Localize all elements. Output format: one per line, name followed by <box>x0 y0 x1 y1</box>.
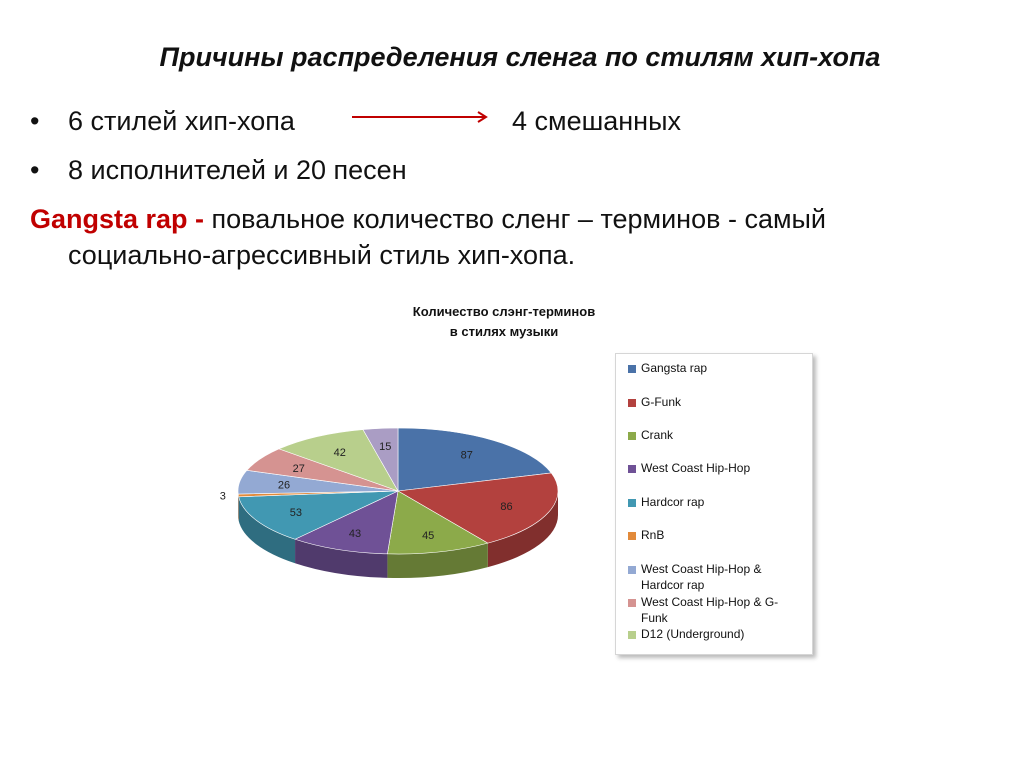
legend-item: G-Funk <box>628 394 804 410</box>
pie-slice-side-2 <box>387 543 488 578</box>
legend-label: G-Funk <box>641 395 682 409</box>
bullet-artists-text: 8 исполнителей и 20 песен <box>68 155 407 185</box>
pie-slice-side-1 <box>487 491 558 568</box>
bullet-dot: • <box>30 106 40 136</box>
legend-item: West Coast Hip-Hop & Hardcor rap <box>628 561 804 593</box>
chart-legend: Gangsta rap G-Funk Crank West Coast Hip-Ho… <box>615 353 813 655</box>
pie-slice-4 <box>238 490 399 540</box>
pie-data-label-8: 42 <box>334 447 346 459</box>
chart-title-line1: Количество слэнг-терминов <box>412 304 596 319</box>
chart-title: Количество слэнг-терминов в стилях музык… <box>380 302 628 342</box>
pie-data-label-2: 45 <box>422 530 434 542</box>
pie-data-label-9: 15 <box>379 441 391 453</box>
slide-title: Причины распределения сленга по стилям х… <box>159 42 881 72</box>
legend-label: West Coast Hip-Hop <box>641 461 751 475</box>
legend-swatch <box>628 465 636 473</box>
legend-swatch <box>628 532 636 540</box>
legend-label: Hardcor rap <box>641 495 705 509</box>
pie-slice-2 <box>387 490 489 555</box>
pie-data-label-4: 53 <box>290 507 302 519</box>
chart-title-line2: в стилях музыки <box>449 324 559 339</box>
legend-item: Crank <box>628 427 804 443</box>
paragraph-line1: повальное количество сленг – терминов - … <box>204 204 827 234</box>
legend-item: RnB <box>628 527 804 543</box>
legend-swatch <box>628 499 636 507</box>
legend-label: Crank <box>641 428 674 442</box>
pie-data-label-0: 87 <box>461 450 473 462</box>
bullet-artists: • 8 исполнителей и 20 песен <box>30 153 407 187</box>
paragraph-highlight: Gangsta rap - <box>30 204 205 234</box>
legend-swatch <box>628 399 636 407</box>
legend-label: West Coast Hip-Hop & Hardcor rap <box>641 562 762 592</box>
legend-swatch <box>628 599 636 607</box>
pie-data-label-5: 3 <box>220 491 226 503</box>
bullet-styles-right: 4 смешанных <box>512 106 682 136</box>
pie-side-walls <box>238 491 558 578</box>
legend-item: Hardcor rap <box>628 494 804 510</box>
legend-label: RnB <box>641 528 665 542</box>
legend-item: West Coast Hip-Hop & G-Funk <box>628 594 804 626</box>
legend-swatch <box>628 365 636 373</box>
bullet-styles: • 6 стилей хип-хопа 4 смешанных <box>30 104 681 138</box>
pie-data-label-1: 86 <box>500 501 512 513</box>
paragraph-line2: социально-агрессивный стиль хип-хопа. <box>68 240 576 270</box>
legend-swatch <box>628 432 636 440</box>
pie-slice-side-4 <box>238 496 296 564</box>
legend-item: D12 (Underground) <box>628 626 804 642</box>
pie-data-label-7: 27 <box>293 463 305 475</box>
pie-slice-0 <box>397 427 552 492</box>
pie-data-label-6: 26 <box>278 480 290 492</box>
pie-slice-3 <box>294 490 399 555</box>
pie-slice-1 <box>397 472 559 544</box>
bullet-styles-left: 6 стилей хип-хопа <box>68 106 295 136</box>
legend-label: D12 (Underground) <box>641 627 745 641</box>
pie-slice-side-3 <box>295 539 388 578</box>
legend-label: West Coast Hip-Hop & G-Funk <box>641 595 779 625</box>
legend-item: Gangsta rap <box>628 360 804 376</box>
legend-item: West Coast Hip-Hop <box>628 460 804 476</box>
pie-data-label-3: 43 <box>349 528 361 540</box>
legend-label: Gangsta rap <box>641 361 708 375</box>
pie-slice-9 <box>362 427 399 493</box>
legend-swatch <box>628 566 636 574</box>
bullet-dot: • <box>30 155 40 185</box>
arrow-right-icon <box>352 111 488 123</box>
legend-swatch <box>628 631 636 639</box>
pie-slice-8 <box>278 429 399 492</box>
gangsta-paragraph: Gangsta rap - повальное количество сленг… <box>30 201 996 273</box>
